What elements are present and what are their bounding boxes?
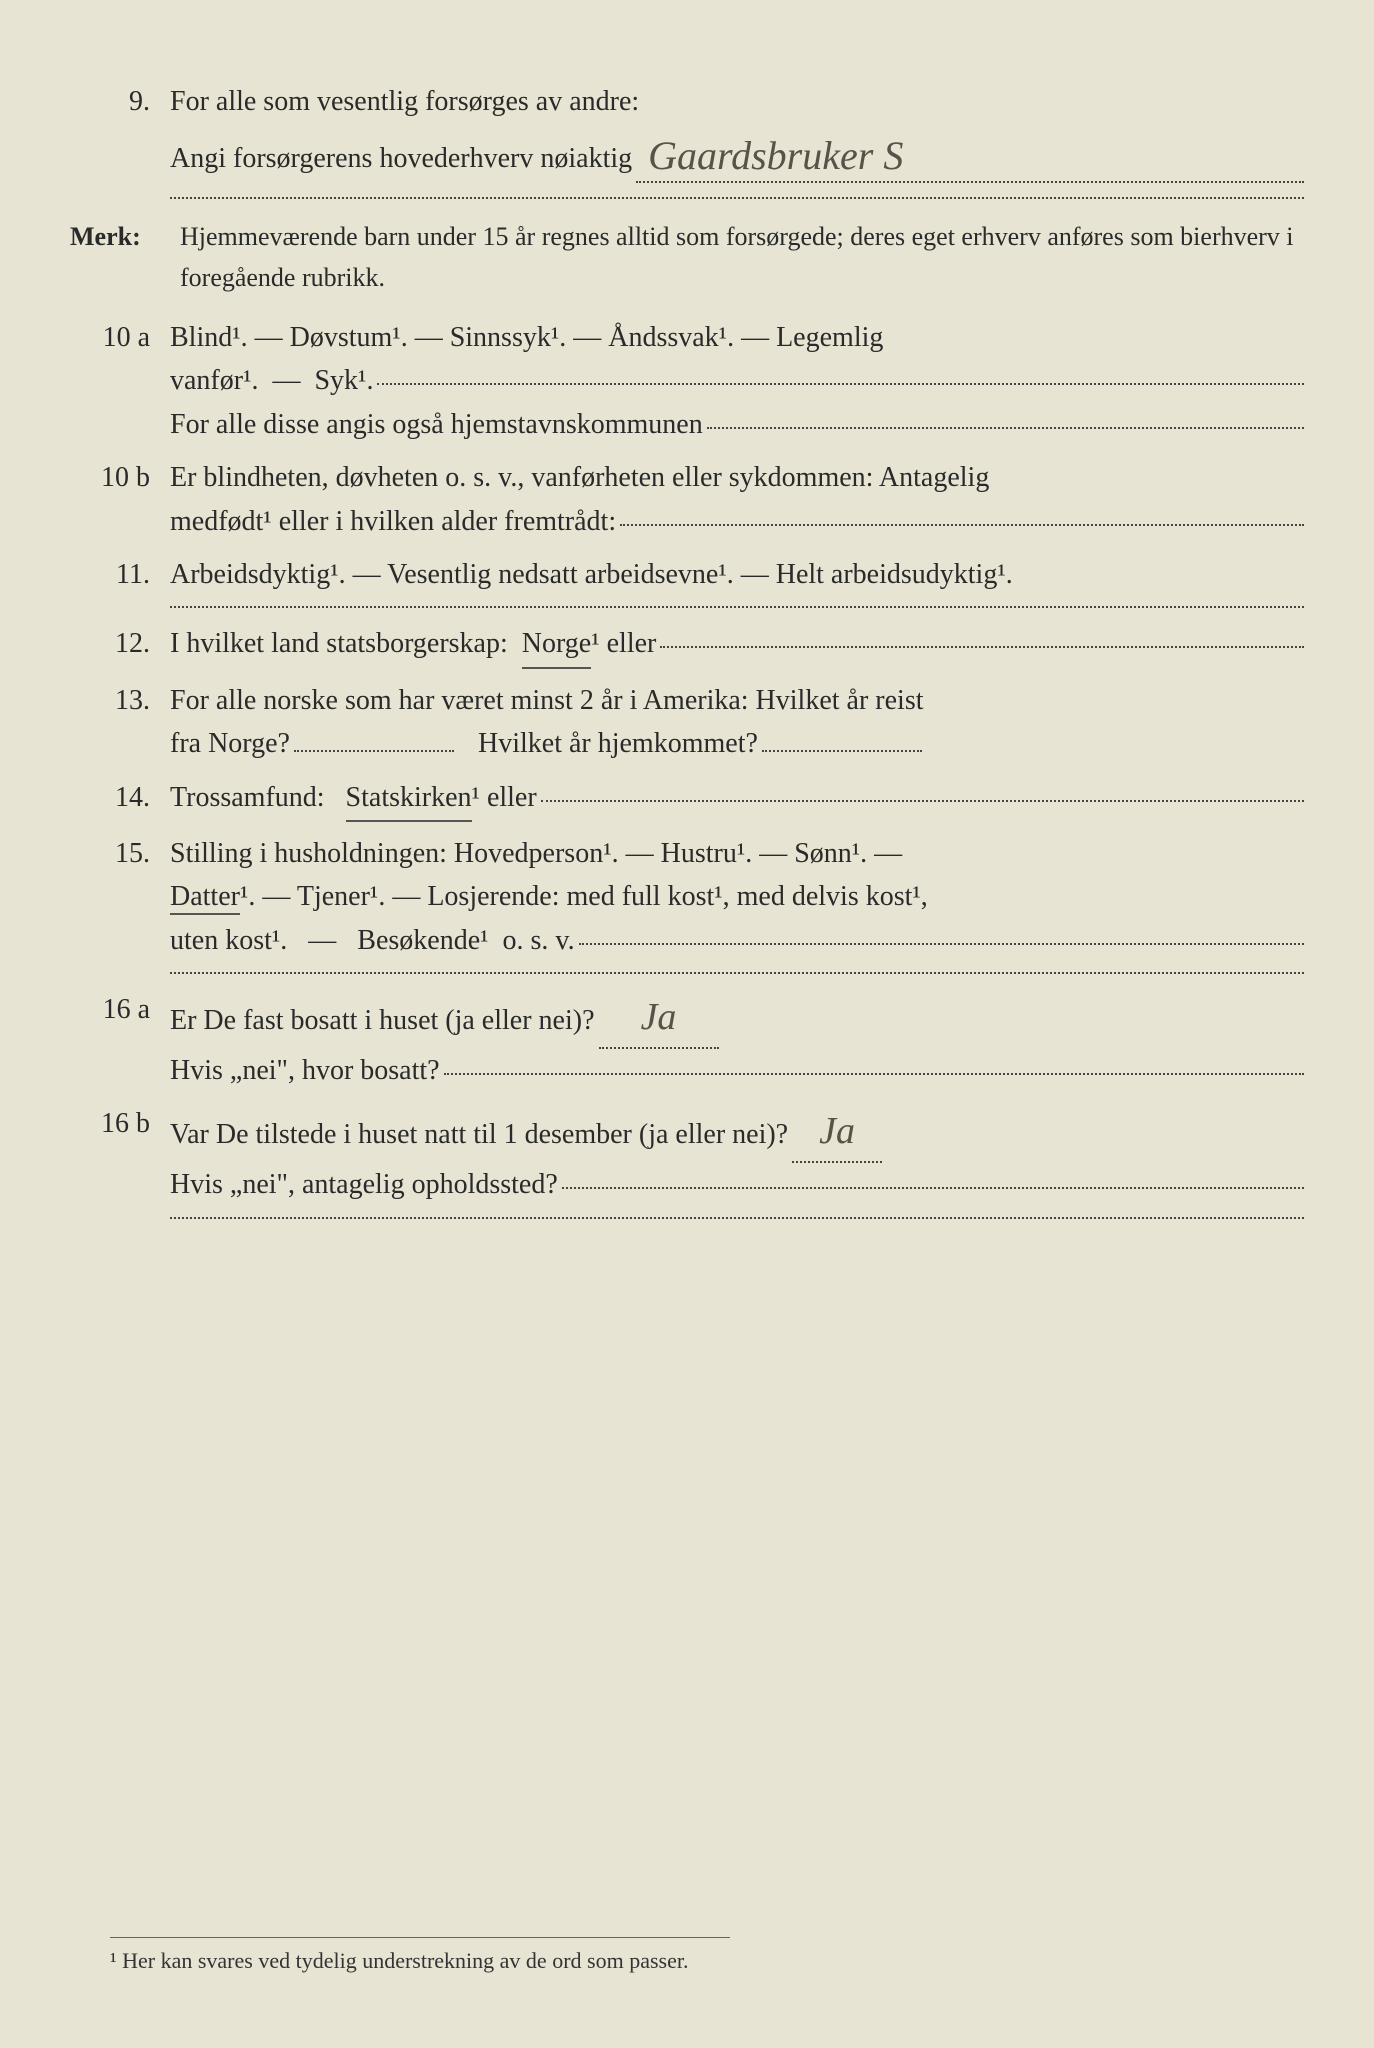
merk-text: Hjemmeværende barn under 15 år regnes al… [180, 217, 1304, 298]
q13-l2a: fra Norge? [170, 722, 290, 765]
q10a-number: 10 a [60, 316, 170, 446]
q12-after: ¹ eller [591, 622, 656, 665]
divider [170, 606, 1304, 608]
divider [170, 972, 1304, 974]
footnote-text: Her kan svares ved tydelig understreknin… [122, 1948, 688, 1973]
q15-line3: uten kost¹. — Besøkende¹ o. s. v. [170, 919, 575, 962]
divider [170, 1217, 1304, 1219]
q15-l2-rest: ¹. — Tjener¹. — Losjerende: med full kos… [240, 881, 928, 912]
q16b-l2: Hvis „nei", antagelig opholdssted? [170, 1163, 558, 1206]
q10a-line3: For alle disse angis også hjemstavnskomm… [170, 403, 703, 446]
q16a-l2: Hvis „nei", hvor bosatt? [170, 1049, 440, 1092]
question-16b: 16 b Var De tilstede i huset natt til 1 … [60, 1102, 1304, 1206]
q13-number: 13. [60, 679, 170, 766]
divider [170, 197, 1304, 199]
q12-prefix: I hvilket land statsborgerskap: [170, 622, 522, 665]
question-10b: 10 b Er blindheten, døvheten o. s. v., v… [60, 456, 1304, 543]
q16a-handwritten: Ja [641, 988, 677, 1047]
q9-line2-label: Angi forsørgerens hovederhverv nøiaktig [170, 137, 632, 180]
q12-number: 12. [60, 622, 170, 668]
q10a-line1: Blind¹. — Døvstum¹. — Sinnssyk¹. — Åndss… [170, 316, 1304, 359]
q14-underlined: Statskirken [346, 776, 472, 822]
q16a-number: 16 a [60, 988, 170, 1092]
question-16a: 16 a Er De fast bosatt i huset (ja eller… [60, 988, 1304, 1092]
merk-label: Merk: [60, 217, 180, 298]
question-9: 9. For alle som vesentlig forsørges av a… [60, 80, 1304, 187]
q14-prefix: Trossamfund: [170, 776, 346, 819]
q14-number: 14. [60, 776, 170, 822]
q16b-number: 16 b [60, 1102, 170, 1206]
question-13: 13. For alle norske som har været minst … [60, 679, 1304, 766]
q11-number: 11. [60, 553, 170, 596]
q15-number: 15. [60, 832, 170, 962]
census-form-page: 9. For alle som vesentlig forsørges av a… [0, 0, 1374, 1273]
q13-l2b: Hvilket år hjemkommet? [478, 722, 758, 765]
q10b-line2: medfødt¹ eller i hvilken alder fremtrådt… [170, 500, 616, 543]
footnote-marker: ¹ [110, 1948, 117, 1973]
q12-underlined: Norge [522, 622, 591, 668]
q16b-l1: Var De tilstede i huset natt til 1 desem… [170, 1113, 788, 1156]
q16a-l1: Er De fast bosatt i huset (ja eller nei)… [170, 999, 595, 1042]
q16b-handwritten: Ja [819, 1102, 855, 1161]
merk-note: Merk: Hjemmeværende barn under 15 år reg… [60, 217, 1304, 298]
q15-underlined: Datter [170, 881, 240, 915]
q9-number: 9. [60, 80, 170, 187]
question-15: 15. Stilling i husholdningen: Hovedperso… [60, 832, 1304, 962]
q9-fill: Gaardsbruker S [636, 119, 1304, 183]
question-11: 11. Arbeidsdyktig¹. — Vesentlig nedsatt … [60, 553, 1304, 596]
question-14: 14. Trossamfund: Statskirken ¹ eller [60, 776, 1304, 822]
question-10a: 10 a Blind¹. — Døvstum¹. — Sinnssyk¹. — … [60, 316, 1304, 446]
question-12: 12. I hvilket land statsborgerskap: Norg… [60, 622, 1304, 668]
q10a-line2: vanfør¹. — Syk¹. [170, 359, 373, 402]
q10b-number: 10 b [60, 456, 170, 543]
q9-line1: For alle som vesentlig forsørges av andr… [170, 80, 1304, 123]
q11-text: Arbeidsdyktig¹. — Vesentlig nedsatt arbe… [170, 553, 1304, 596]
footnote: ¹ Her kan svares ved tydelig understrekn… [110, 1937, 730, 1978]
q15-line1: Stilling i husholdningen: Hovedperson¹. … [170, 832, 1304, 875]
q13-line1: For alle norske som har været minst 2 år… [170, 679, 1304, 722]
q14-after: ¹ eller [472, 776, 537, 819]
q9-handwritten: Gaardsbruker S [648, 133, 903, 178]
q10b-line1: Er blindheten, døvheten o. s. v., vanfør… [170, 456, 1304, 499]
